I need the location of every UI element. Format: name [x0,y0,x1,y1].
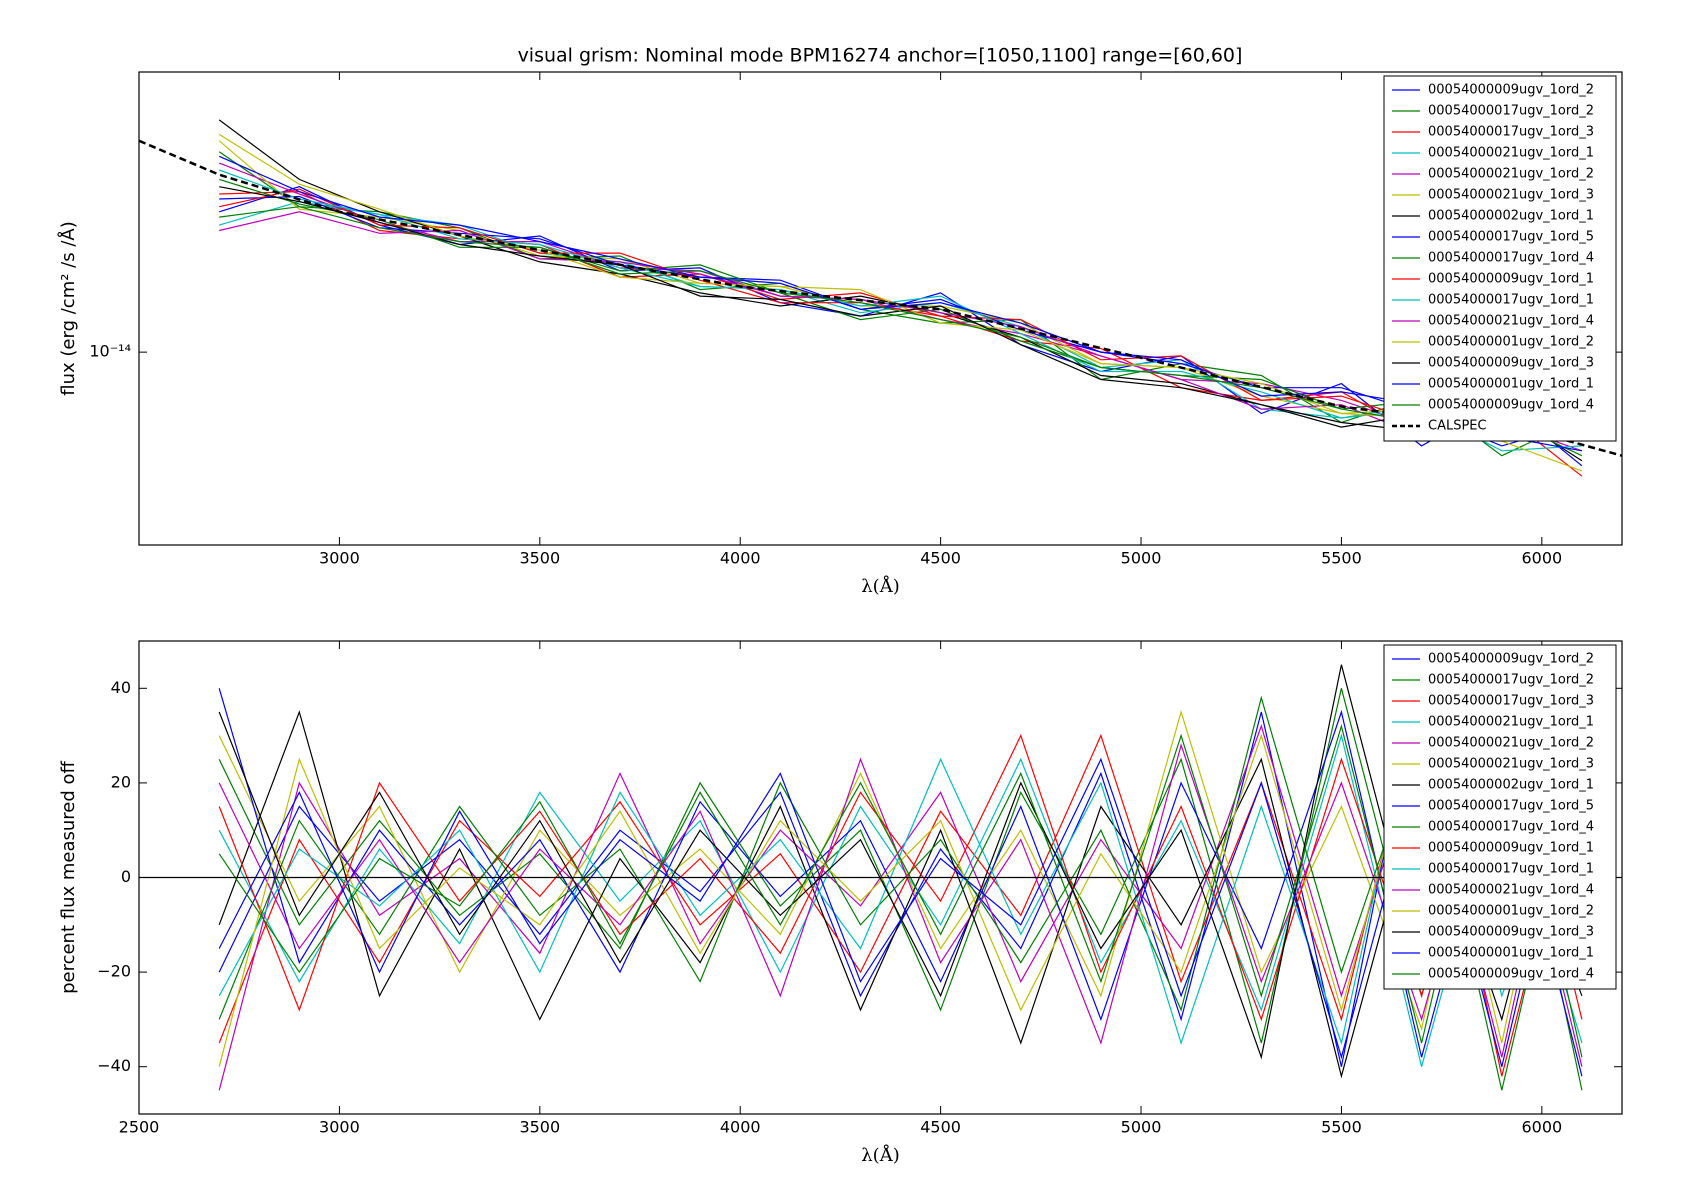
legend-label: 00054000017ugv_1ord_5 [1428,799,1594,814]
y-tick-label: 10⁻¹⁴ [89,342,131,361]
y-tick-label: 40 [111,678,131,697]
legend-label: 00054000001ugv_1ord_1 [1428,377,1594,392]
series-line [218,688,1583,1091]
x-tick-label: 5500 [1321,1118,1362,1137]
series-line [219,211,1583,438]
x-tick-label: 5000 [1121,549,1162,568]
legend-label: 00054000002ugv_1ord_1 [1428,209,1594,224]
plot-area [139,119,1622,477]
series-line [218,697,1583,1077]
x-tick-label: 3500 [519,549,560,568]
legend-label: 00054000017ugv_1ord_1 [1428,862,1594,877]
legend-label: 00054000001ugv_1ord_1 [1428,946,1594,961]
legend-label: 00054000017ugv_1ord_2 [1428,673,1594,688]
series-line [218,697,1583,1058]
series-line [218,710,1583,1079]
y-tick-label: 0 [121,867,131,886]
legend-label: 00054000021ugv_1ord_1 [1428,146,1594,161]
legend-label: 00054000017ugv_1ord_5 [1428,230,1594,245]
series-line [218,695,1583,1091]
legend-label: 00054000021ugv_1ord_3 [1428,188,1594,203]
x-tick-label: 5500 [1321,549,1362,568]
x-axis-label: λ(Å) [861,1144,899,1166]
legend-label: 00054000001ugv_1ord_2 [1428,335,1594,350]
x-tick-label: 4000 [720,1118,761,1137]
legend-label: 00054000021ugv_1ord_4 [1428,883,1594,898]
legend-label: 00054000017ugv_1ord_1 [1428,293,1594,308]
series-line [218,140,1582,437]
series-line [218,119,1583,462]
x-axis-label: λ(Å) [861,575,899,597]
axes-frame [138,71,1623,546]
y-tick-label: −40 [97,1056,131,1075]
plot-area [218,664,1583,1091]
series-line [218,688,1583,1077]
x-tick-label: 6000 [1521,549,1562,568]
series-line [218,678,1583,1046]
series-line [218,664,1583,1067]
series-line [218,664,1583,1067]
y-axis-label: flux (erg /cm² /s /Å) [57,221,79,395]
y-axis-label: percent flux measured off [58,760,79,993]
legend-label: 00054000017ugv_1ord_4 [1428,820,1594,835]
legend-label: 00054000017ugv_1ord_3 [1428,125,1594,140]
series-line [218,733,1583,1067]
legend-label: 00054000021ugv_1ord_2 [1428,736,1594,751]
chart-title: visual grism: Nominal mode BPM16274 anch… [518,45,1243,67]
legend-label: 00054000009ugv_1ord_2 [1428,83,1594,98]
legend-label: 00054000009ugv_1ord_1 [1428,841,1594,856]
legend-label: 00054000002ugv_1ord_1 [1428,778,1594,793]
legend-label: CALSPEC [1428,419,1487,434]
legend-label: 00054000009ugv_1ord_2 [1428,652,1594,667]
x-tick-label: 2500 [119,1118,160,1137]
x-tick-label: 3000 [319,549,360,568]
legend-label: 00054000009ugv_1ord_1 [1428,272,1594,287]
x-tick-label: 4500 [920,1118,961,1137]
legend-label: 00054000001ugv_1ord_2 [1428,904,1594,919]
x-tick-label: 6000 [1521,1118,1562,1137]
legend-label: 00054000021ugv_1ord_1 [1428,715,1594,730]
legend-label: 00054000017ugv_1ord_2 [1428,104,1594,119]
x-tick-label: 4500 [920,549,961,568]
series-line [219,188,1582,433]
legend-label: 00054000009ugv_1ord_4 [1428,967,1594,982]
legend-label: 00054000021ugv_1ord_2 [1428,167,1594,182]
series-line [219,206,1583,433]
x-tick-label: 3000 [319,1118,360,1137]
legend-box [1383,644,1617,990]
series-line [218,151,1583,457]
x-tick-label: 3500 [519,1118,560,1137]
series-line [218,664,1583,1060]
legend-label: 00054000009ugv_1ord_4 [1428,398,1594,413]
legend-label: 00054000017ugv_1ord_3 [1428,694,1594,709]
y-tick-label: −20 [97,962,131,981]
legend-box [1383,75,1617,442]
x-tick-label: 5000 [1121,1118,1162,1137]
series-line [218,169,1582,452]
x-tick-label: 4000 [720,549,761,568]
legend-label: 00054000017ugv_1ord_4 [1428,251,1594,266]
legend-label: 00054000009ugv_1ord_3 [1428,356,1594,371]
legend-label: 00054000009ugv_1ord_3 [1428,925,1594,940]
legend-label: 00054000021ugv_1ord_4 [1428,314,1594,329]
y-tick-label: 20 [111,772,131,791]
series-line [218,725,1583,1067]
legend-label: 00054000021ugv_1ord_3 [1428,757,1594,772]
